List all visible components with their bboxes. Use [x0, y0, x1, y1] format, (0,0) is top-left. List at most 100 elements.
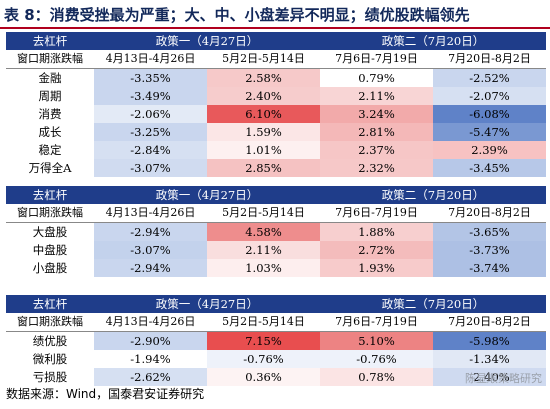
size-table: 去杠杆 政策一（4月27日） 政策二（7月20日） 窗口期涨跌幅 4月13日-4… [6, 186, 546, 277]
value-cell: -2.07% [433, 87, 546, 105]
value-cell: -3.65% [433, 222, 546, 241]
value-cell: 0.78% [320, 368, 433, 386]
header-col0: 去杠杆 [6, 295, 94, 313]
value-cell: 0.36% [207, 368, 320, 386]
value-cell: -5.98% [433, 331, 546, 350]
row-label: 消费 [6, 105, 94, 123]
table-row: 微利股 -1.94% -0.76% -0.76% -1.34% [6, 350, 546, 368]
value-cell: -2.62% [94, 368, 207, 386]
value-cell: 2.58% [207, 68, 320, 87]
subheader-p1a: 4月13日-4月26日 [94, 313, 207, 332]
subheader-col0: 窗口期涨跌幅 [6, 50, 94, 69]
value-cell: 2.39% [433, 141, 546, 159]
value-cell: 0.79% [320, 68, 433, 87]
value-cell: 2.11% [207, 241, 320, 259]
value-cell: 2.40% [207, 87, 320, 105]
value-cell: -3.49% [94, 87, 207, 105]
table-row: 亏损股 -2.62% 0.36% 0.78% -2.40% [6, 368, 546, 386]
subheader-p2a: 7月6日-7月19日 [320, 50, 433, 69]
value-cell: -1.94% [94, 350, 207, 368]
value-cell: -3.73% [433, 241, 546, 259]
page-title: 表 8：消费受挫最为严重；大、中、小盘差异不明显；绩优股跌幅领先 [4, 6, 470, 24]
value-cell: -2.40% [433, 368, 546, 386]
watermark: 陈显顺策略研究 [465, 372, 542, 385]
subheader-p2b: 7月20日-8月2日 [433, 204, 546, 223]
value-cell: -6.08% [433, 105, 546, 123]
subheader-col0: 窗口期涨跌幅 [6, 313, 94, 332]
table-row: 稳定 -2.84% 1.01% 2.37% 2.39% [6, 141, 546, 159]
value-cell: 1.01% [207, 141, 320, 159]
value-cell: 1.88% [320, 222, 433, 241]
row-label: 稳定 [6, 141, 94, 159]
value-cell: 3.24% [320, 105, 433, 123]
row-label: 万得全A [6, 159, 94, 177]
subheader-p1a: 4月13日-4月26日 [94, 50, 207, 69]
source-note: 数据来源：Wind，国泰君安证券研究 [6, 387, 205, 401]
value-cell: 6.10% [207, 105, 320, 123]
value-cell: -3.35% [94, 68, 207, 87]
table-row: 绩优股 -2.90% 7.15% 5.10% -5.98% [6, 331, 546, 350]
table-row: 大盘股 -2.94% 4.58% 1.88% -3.65% [6, 222, 546, 241]
value-cell: -2.84% [94, 141, 207, 159]
value-cell: 2.81% [320, 123, 433, 141]
subheader-p1b: 5月2日-5月14日 [207, 50, 320, 69]
profit-table: 去杠杆 政策一（4月27日） 政策二（7月20日） 窗口期涨跌幅 4月13日-4… [6, 295, 546, 386]
value-cell: 2.85% [207, 159, 320, 177]
header-col0: 去杠杆 [6, 186, 94, 204]
value-cell: -3.25% [94, 123, 207, 141]
value-cell: -2.94% [94, 259, 207, 277]
table-row: 金融 -3.35% 2.58% 0.79% -2.52% [6, 68, 546, 87]
subheader-p2a: 7月6日-7月19日 [320, 204, 433, 223]
row-label: 周期 [6, 87, 94, 105]
subheader-p1b: 5月2日-5月14日 [207, 204, 320, 223]
value-cell: 5.10% [320, 331, 433, 350]
value-cell: -5.47% [433, 123, 546, 141]
subheader-p2b: 7月20日-8月2日 [433, 313, 546, 332]
value-cell: 1.93% [320, 259, 433, 277]
row-label: 大盘股 [6, 222, 94, 241]
value-cell: 1.03% [207, 259, 320, 277]
value-cell: -1.34% [433, 350, 546, 368]
table-row: 小盘股 -2.94% 1.03% 1.93% -3.74% [6, 259, 546, 277]
row-label: 金融 [6, 68, 94, 87]
header-policy2: 政策二（7月20日） [320, 295, 546, 313]
table-row: 万得全A -3.07% 2.85% 2.32% -3.45% [6, 159, 546, 177]
row-label: 亏损股 [6, 368, 94, 386]
value-cell: -0.76% [207, 350, 320, 368]
value-cell: -3.07% [94, 159, 207, 177]
row-label: 绩优股 [6, 331, 94, 350]
value-cell: 1.59% [207, 123, 320, 141]
value-cell: -3.45% [433, 159, 546, 177]
value-cell: 2.72% [320, 241, 433, 259]
value-cell: -0.76% [320, 350, 433, 368]
header-policy1: 政策一（4月27日） [94, 186, 320, 204]
value-cell: 2.37% [320, 141, 433, 159]
value-cell: 7.15% [207, 331, 320, 350]
value-cell: 2.32% [320, 159, 433, 177]
value-cell: -3.07% [94, 241, 207, 259]
header-policy1: 政策一（4月27日） [94, 295, 320, 313]
table-row: 消费 -2.06% 6.10% 3.24% -6.08% [6, 105, 546, 123]
header-col0: 去杠杆 [6, 32, 94, 50]
table-row: 周期 -3.49% 2.40% 2.11% -2.07% [6, 87, 546, 105]
table-row: 中盘股 -3.07% 2.11% 2.72% -3.73% [6, 241, 546, 259]
row-label: 成长 [6, 123, 94, 141]
title-divider [0, 27, 550, 29]
value-cell: -2.52% [433, 68, 546, 87]
sector-table: 去杠杆 政策一（4月27日） 政策二（7月20日） 窗口期涨跌幅 4月13日-4… [6, 32, 546, 177]
row-label: 中盘股 [6, 241, 94, 259]
subheader-col0: 窗口期涨跌幅 [6, 204, 94, 223]
table-row: 成长 -3.25% 1.59% 2.81% -5.47% [6, 123, 546, 141]
value-cell: 2.11% [320, 87, 433, 105]
header-policy2: 政策二（7月20日） [320, 186, 546, 204]
subheader-p1a: 4月13日-4月26日 [94, 204, 207, 223]
subheader-p2b: 7月20日-8月2日 [433, 50, 546, 69]
value-cell: -2.06% [94, 105, 207, 123]
value-cell: -2.94% [94, 222, 207, 241]
value-cell: -2.90% [94, 331, 207, 350]
header-policy2: 政策二（7月20日） [320, 32, 546, 50]
value-cell: -3.74% [433, 259, 546, 277]
row-label: 微利股 [6, 350, 94, 368]
subheader-p2a: 7月6日-7月19日 [320, 313, 433, 332]
header-policy1: 政策一（4月27日） [94, 32, 320, 50]
